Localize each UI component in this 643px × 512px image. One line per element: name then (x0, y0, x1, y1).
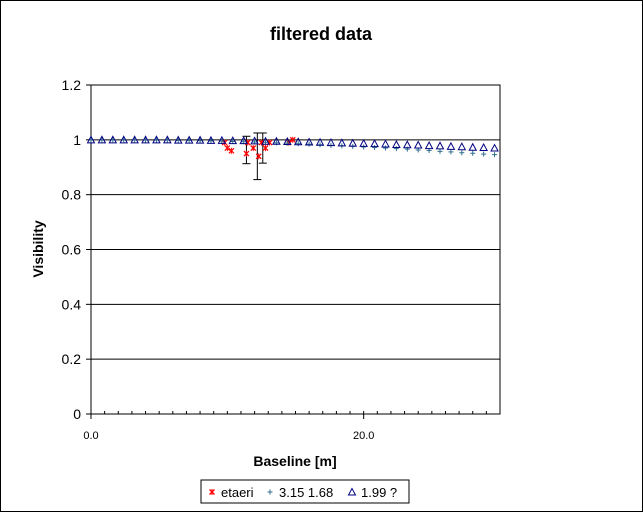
data-point-series-2 (470, 150, 476, 156)
data-point-series-3 (261, 136, 270, 145)
data-point-series-3 (370, 139, 379, 148)
data-point-series-3 (108, 135, 118, 144)
data-point-series-3 (152, 135, 161, 144)
data-point-series-3 (326, 138, 336, 147)
data-point-series-3 (348, 138, 358, 147)
data-point-series-2 (459, 150, 465, 156)
data-point-series-3 (206, 135, 216, 144)
data-point-series-3 (217, 135, 227, 144)
legend-marker-2 (267, 489, 273, 495)
data-point-series-3 (435, 141, 445, 150)
legend: etaeri 3.15 1.68 1.99 ? (200, 479, 410, 504)
data-point-series-3 (315, 137, 325, 146)
data-point-series-3 (163, 135, 172, 144)
y-tick-label: 0.2 (62, 351, 82, 367)
data-point-series-3 (381, 139, 390, 148)
data-point-series-2 (382, 145, 388, 151)
data-point-series-3 (392, 139, 401, 148)
data-point-series-3 (282, 136, 292, 145)
legend-marker-3 (347, 487, 357, 496)
data-point-series-3 (446, 141, 456, 150)
data-point-series-3 (272, 136, 281, 145)
data-point-series-3 (184, 135, 194, 144)
data-points (86, 135, 499, 160)
axes (86, 84, 487, 419)
data-point-series-2 (230, 138, 236, 144)
legend-box (200, 479, 410, 504)
legend-label-2: 3.15 1.68 (279, 485, 333, 500)
data-point-series-1 (255, 153, 262, 160)
legend-marker-1 (209, 489, 215, 495)
data-point-series-3 (141, 135, 150, 144)
data-point-series-3 (228, 136, 238, 145)
data-point-series-3 (479, 142, 488, 152)
data-point-series-1 (289, 136, 296, 143)
data-point-series-2 (448, 149, 454, 155)
data-point-series-2 (437, 148, 443, 154)
y-tick-label: 0.8 (62, 187, 82, 203)
x-tick-label: 0.0 (83, 430, 98, 442)
data-point-series-3 (130, 135, 139, 144)
data-point-series-3 (293, 137, 303, 146)
data-point-series-1 (224, 145, 231, 152)
data-point-series-3 (304, 137, 314, 146)
data-point-series-1 (250, 145, 257, 152)
y-tick-label: 1 (73, 132, 81, 148)
data-point-series-3 (119, 135, 129, 144)
tick-labels: 0 0.2 0.4 0.6 0.8 1 1.2 0.0 20.0 (62, 77, 375, 442)
data-point-series-1 (243, 150, 250, 157)
data-point-series-2 (361, 144, 367, 150)
data-point-series-3 (173, 135, 183, 144)
data-point-series-2 (492, 152, 498, 158)
data-point-series-3 (195, 135, 205, 144)
data-point-series-1 (262, 145, 269, 152)
data-point-series-3 (86, 135, 96, 144)
data-point-series-3 (457, 142, 467, 151)
data-point-series-3 (424, 141, 434, 150)
y-tick-label: 1.2 (62, 77, 82, 93)
data-point-series-3 (413, 140, 423, 149)
data-point-series-3 (402, 140, 412, 149)
y-axis-label: Visibility (30, 220, 46, 278)
legend-label-1: etaeri (221, 485, 254, 500)
data-point-series-2 (372, 145, 378, 151)
chart-title: filtered data (270, 24, 373, 44)
legend-label-3: 1.99 ? (361, 485, 397, 500)
data-point-series-3 (250, 136, 259, 145)
x-tick-label: 20.0 (353, 430, 374, 442)
data-point-series-3 (239, 136, 249, 145)
data-point-series-2 (295, 141, 301, 147)
data-point-series-2 (393, 146, 399, 152)
data-point-series-3 (337, 138, 347, 147)
data-point-series-2 (306, 141, 312, 147)
data-point-series-2 (317, 142, 323, 148)
data-point-series-3 (359, 138, 369, 147)
x-axis-label: Baseline [m] (253, 453, 336, 469)
y-tick-label: 0.4 (62, 296, 82, 312)
gridlines (91, 139, 500, 360)
y-tick-label: 0.6 (62, 242, 82, 258)
data-point-series-3 (97, 135, 107, 144)
data-point-series-2 (481, 151, 487, 157)
y-tick-label: 0 (73, 406, 81, 422)
data-point-series-3 (490, 143, 499, 152)
data-point-series-2 (219, 138, 225, 144)
data-point-series-1 (228, 147, 235, 154)
error-bars (242, 132, 267, 181)
data-point-series-3 (468, 142, 478, 151)
